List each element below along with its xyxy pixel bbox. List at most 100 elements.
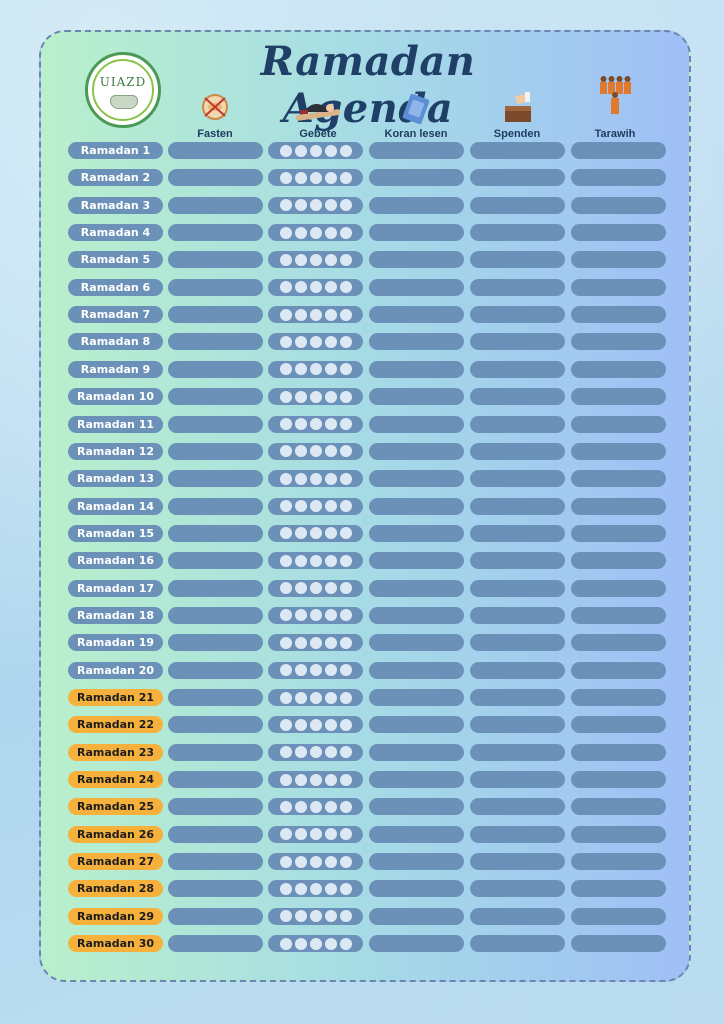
gebete-cell[interactable]	[268, 524, 363, 542]
gebete-cell[interactable]	[268, 497, 363, 515]
prayer-checkbox[interactable]	[339, 664, 352, 677]
spenden-cell[interactable]	[470, 415, 565, 433]
prayer-checkbox[interactable]	[339, 226, 352, 239]
fasten-cell[interactable]	[168, 169, 263, 187]
prayer-checkbox[interactable]	[279, 390, 292, 403]
prayer-checkbox[interactable]	[279, 335, 292, 348]
prayer-checkbox[interactable]	[309, 910, 322, 923]
prayer-checkbox[interactable]	[294, 910, 307, 923]
gebete-cell[interactable]	[268, 716, 363, 734]
tarawih-cell[interactable]	[571, 169, 666, 187]
prayer-checkbox[interactable]	[294, 855, 307, 868]
prayer-checkbox[interactable]	[339, 472, 352, 485]
prayer-checkbox[interactable]	[309, 800, 322, 813]
spenden-cell[interactable]	[470, 442, 565, 460]
prayer-checkbox[interactable]	[324, 855, 337, 868]
prayer-checkbox[interactable]	[309, 171, 322, 184]
tarawih-cell[interactable]	[571, 552, 666, 570]
prayer-checkbox[interactable]	[324, 308, 337, 321]
prayer-checkbox[interactable]	[279, 882, 292, 895]
koran-cell[interactable]	[369, 306, 464, 324]
fasten-cell[interactable]	[168, 278, 263, 296]
prayer-checkbox[interactable]	[339, 773, 352, 786]
prayer-checkbox[interactable]	[294, 199, 307, 212]
prayer-checkbox[interactable]	[294, 171, 307, 184]
prayer-checkbox[interactable]	[339, 882, 352, 895]
prayer-checkbox[interactable]	[279, 281, 292, 294]
prayer-checkbox[interactable]	[324, 636, 337, 649]
prayer-checkbox[interactable]	[279, 636, 292, 649]
spenden-cell[interactable]	[470, 716, 565, 734]
tarawih-cell[interactable]	[571, 606, 666, 624]
prayer-checkbox[interactable]	[279, 828, 292, 841]
prayer-checkbox[interactable]	[339, 335, 352, 348]
koran-cell[interactable]	[369, 278, 464, 296]
prayer-checkbox[interactable]	[339, 253, 352, 266]
koran-cell[interactable]	[369, 634, 464, 652]
prayer-checkbox[interactable]	[294, 691, 307, 704]
gebete-cell[interactable]	[268, 251, 363, 269]
prayer-checkbox[interactable]	[279, 418, 292, 430]
spenden-cell[interactable]	[470, 306, 565, 324]
prayer-checkbox[interactable]	[324, 609, 337, 622]
tarawih-cell[interactable]	[571, 224, 666, 242]
gebete-cell[interactable]	[268, 771, 363, 789]
fasten-cell[interactable]	[168, 306, 263, 324]
koran-cell[interactable]	[369, 196, 464, 214]
prayer-checkbox[interactable]	[279, 937, 292, 950]
prayer-checkbox[interactable]	[309, 445, 322, 458]
prayer-checkbox[interactable]	[309, 609, 322, 622]
prayer-checkbox[interactable]	[309, 308, 322, 321]
fasten-cell[interactable]	[168, 224, 263, 242]
spenden-cell[interactable]	[470, 142, 565, 159]
prayer-checkbox[interactable]	[294, 144, 307, 157]
koran-cell[interactable]	[369, 880, 464, 898]
prayer-checkbox[interactable]	[324, 418, 337, 430]
prayer-checkbox[interactable]	[339, 800, 352, 813]
prayer-checkbox[interactable]	[324, 335, 337, 348]
prayer-checkbox[interactable]	[324, 718, 337, 731]
gebete-cell[interactable]	[268, 306, 363, 324]
prayer-checkbox[interactable]	[309, 199, 322, 212]
prayer-checkbox[interactable]	[294, 582, 307, 595]
fasten-cell[interactable]	[168, 853, 263, 871]
prayer-checkbox[interactable]	[324, 144, 337, 157]
prayer-checkbox[interactable]	[279, 855, 292, 868]
prayer-checkbox[interactable]	[279, 609, 292, 622]
gebete-cell[interactable]	[268, 442, 363, 460]
prayer-checkbox[interactable]	[324, 281, 337, 294]
prayer-checkbox[interactable]	[324, 171, 337, 184]
prayer-checkbox[interactable]	[279, 308, 292, 321]
fasten-cell[interactable]	[168, 360, 263, 378]
prayer-checkbox[interactable]	[339, 828, 352, 841]
prayer-checkbox[interactable]	[339, 746, 352, 759]
tarawih-cell[interactable]	[571, 579, 666, 597]
koran-cell[interactable]	[369, 798, 464, 816]
spenden-cell[interactable]	[470, 524, 565, 542]
spenden-cell[interactable]	[470, 552, 565, 570]
gebete-cell[interactable]	[268, 552, 363, 570]
prayer-checkbox[interactable]	[294, 554, 307, 567]
prayer-checkbox[interactable]	[309, 144, 322, 157]
fasten-cell[interactable]	[168, 524, 263, 542]
prayer-checkbox[interactable]	[294, 500, 307, 513]
prayer-checkbox[interactable]	[324, 582, 337, 595]
koran-cell[interactable]	[369, 825, 464, 843]
koran-cell[interactable]	[369, 552, 464, 570]
tarawih-cell[interactable]	[571, 497, 666, 515]
koran-cell[interactable]	[369, 853, 464, 871]
prayer-checkbox[interactable]	[294, 937, 307, 950]
prayer-checkbox[interactable]	[309, 882, 322, 895]
koran-cell[interactable]	[369, 388, 464, 406]
prayer-checkbox[interactable]	[324, 226, 337, 239]
prayer-checkbox[interactable]	[324, 828, 337, 841]
fasten-cell[interactable]	[168, 880, 263, 898]
gebete-cell[interactable]	[268, 196, 363, 214]
prayer-checkbox[interactable]	[339, 554, 352, 567]
prayer-checkbox[interactable]	[294, 281, 307, 294]
fasten-cell[interactable]	[168, 442, 263, 460]
spenden-cell[interactable]	[470, 196, 565, 214]
prayer-checkbox[interactable]	[279, 445, 292, 458]
fasten-cell[interactable]	[168, 606, 263, 624]
spenden-cell[interactable]	[470, 689, 565, 706]
